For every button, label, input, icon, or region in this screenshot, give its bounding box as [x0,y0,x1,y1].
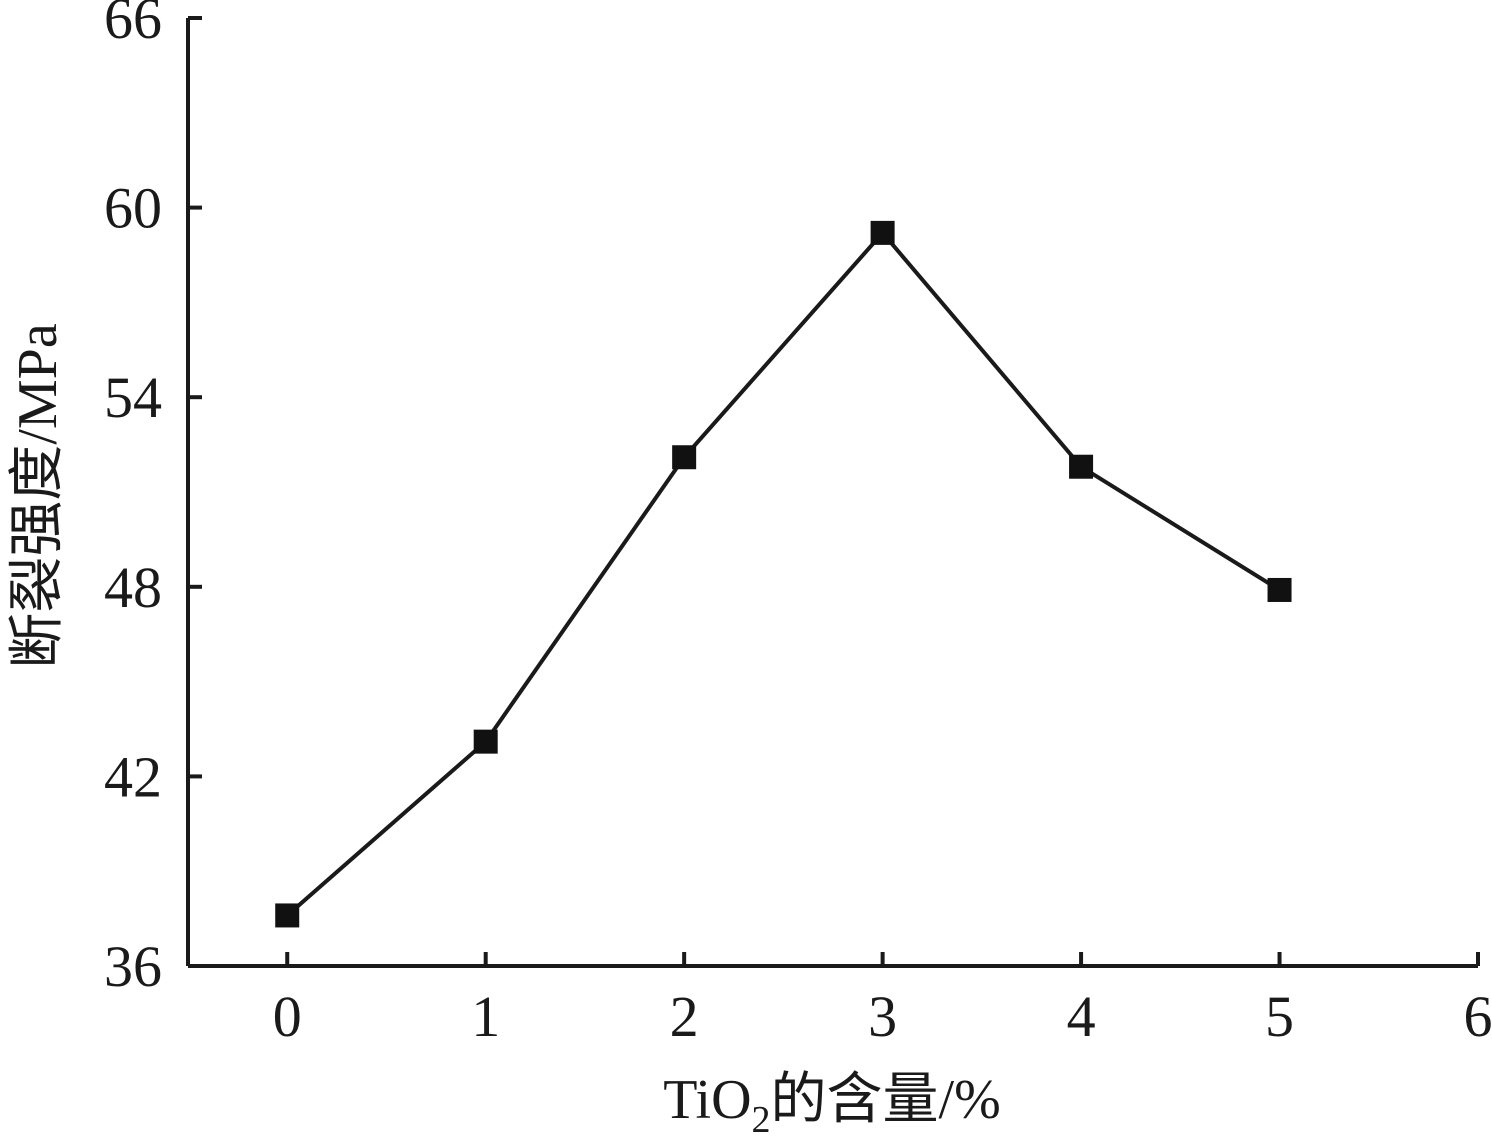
axes [186,18,1478,968]
data-point-marker [1069,454,1094,479]
x-tick-label: 3 [868,984,897,1049]
data-point-marker [275,903,300,928]
y-tick-label: 48 [104,555,162,620]
x-axis-title-suffix: 的含量/% [771,1069,1001,1131]
x-tick-label: 5 [1265,984,1294,1049]
x-tick-label: 0 [273,984,302,1049]
x-axis-title: TiO2的含量/% [663,1069,1000,1139]
y-tick-label: 60 [104,176,162,241]
series-line [285,229,1281,917]
x-axis-title-prefix: TiO [663,1069,751,1131]
data-series [275,220,1292,928]
x-tick-label: 1 [471,984,500,1049]
y-tick-label: 42 [104,744,162,809]
x-tick-label: 2 [670,984,699,1049]
x-axis-ticks: 0 1 2 3 4 5 6 [273,952,1492,1049]
x-tick-label: 4 [1067,984,1096,1049]
y-axis-title: 断裂强度/MPa [7,323,69,668]
data-point-marker [870,220,895,245]
data-point-marker [672,445,697,470]
data-point-marker [473,729,498,754]
y-axis-ticks: 36 42 48 54 60 66 [104,0,202,999]
y-tick-label: 66 [104,0,162,51]
y-tick-label: 54 [104,365,162,430]
x-tick-label: 6 [1464,984,1492,1049]
x-axis-title-subscript: 2 [752,1099,771,1139]
data-point-marker [1267,577,1292,602]
y-tick-label: 36 [104,934,162,999]
